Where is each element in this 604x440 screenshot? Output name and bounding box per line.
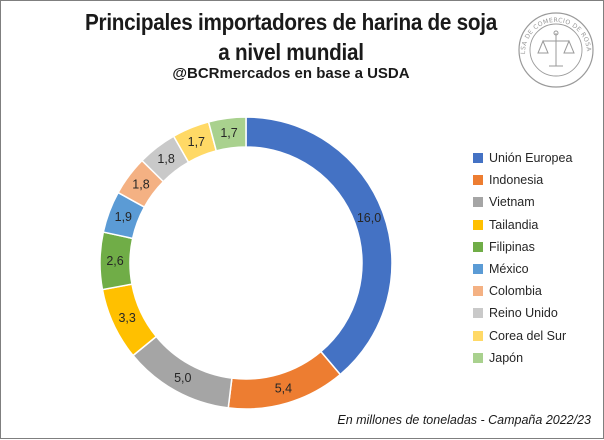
legend-label: Indonesia bbox=[489, 173, 544, 188]
data-label-tailandia: 3,3 bbox=[118, 311, 135, 325]
chart-title: Principales importadores de harina de so… bbox=[84, 7, 498, 67]
legend-item-mexico: México bbox=[473, 258, 572, 280]
donut-slice-japon bbox=[207, 116, 247, 152]
legend-label: Vietnam bbox=[489, 195, 535, 210]
legend-swatch bbox=[473, 219, 483, 230]
legend-label: México bbox=[489, 262, 529, 277]
legend-item-tailandia: Tailandia bbox=[473, 214, 572, 236]
footnote: En millones de toneladas - Campaña 2022/… bbox=[337, 413, 591, 427]
chart-title-line-2: a nivel mundial bbox=[218, 39, 364, 65]
legend-swatch bbox=[473, 175, 483, 186]
legend-swatch bbox=[473, 197, 483, 208]
legend-item-indonesia: Indonesia bbox=[473, 169, 572, 191]
legend-swatch bbox=[473, 241, 483, 252]
scales-icon bbox=[537, 30, 575, 67]
legend-label: Japón bbox=[489, 350, 524, 365]
data-label-vietnam: 5,0 bbox=[174, 371, 191, 385]
bcr-seal-logo: BOLSA DE COMERCIO DE ROSARIO bbox=[517, 11, 594, 88]
legend-swatch bbox=[473, 286, 483, 297]
legend-label: Reino Unido bbox=[489, 306, 558, 321]
legend-swatch bbox=[473, 153, 483, 164]
legend-item-reino-unido: Reino Unido bbox=[473, 302, 572, 324]
legend-swatch bbox=[473, 308, 483, 319]
legend-swatch bbox=[473, 264, 483, 275]
legend-label: Colombia bbox=[489, 284, 542, 299]
donut-slice-indonesia bbox=[227, 350, 342, 410]
chart-legend: Unión Europea Indonesia Vietnam Tailandia Fi… bbox=[473, 147, 572, 369]
data-label-filipinas: 2,6 bbox=[106, 254, 123, 268]
data-label-mexico: 1,9 bbox=[115, 210, 132, 224]
legend-item-vietnam: Vietnam bbox=[473, 191, 572, 213]
legend-item-colombia: Colombia bbox=[473, 280, 572, 302]
data-label-union-europea: 16,0 bbox=[357, 211, 381, 225]
data-label-reino-unido: 1,8 bbox=[157, 152, 174, 166]
legend-item-filipinas: Filipinas bbox=[473, 236, 572, 258]
legend-item-union-europea: Unión Europea bbox=[473, 147, 572, 169]
legend-label: Corea del Sur bbox=[489, 328, 567, 343]
legend-label: Unión Europea bbox=[489, 151, 573, 166]
data-label-indonesia: 5,4 bbox=[275, 382, 292, 396]
data-label-corea-del-sur: 1,7 bbox=[188, 135, 205, 149]
chart-title-line-1: Principales importadores de harina de so… bbox=[84, 9, 498, 35]
chart-subtitle: @BCRmercados en base a USDA bbox=[172, 65, 410, 82]
donut-slice-union-europea bbox=[245, 116, 393, 376]
legend-label: Filipinas bbox=[489, 239, 535, 254]
legend-item-japon: Japón bbox=[473, 347, 572, 369]
data-label-colombia: 1,8 bbox=[132, 178, 149, 192]
legend-swatch bbox=[473, 330, 483, 341]
legend-item-corea-del-sur: Corea del Sur bbox=[473, 325, 572, 347]
legend-label: Tailandia bbox=[489, 217, 539, 232]
legend-swatch bbox=[473, 352, 483, 363]
data-label-japon: 1,7 bbox=[220, 126, 237, 140]
